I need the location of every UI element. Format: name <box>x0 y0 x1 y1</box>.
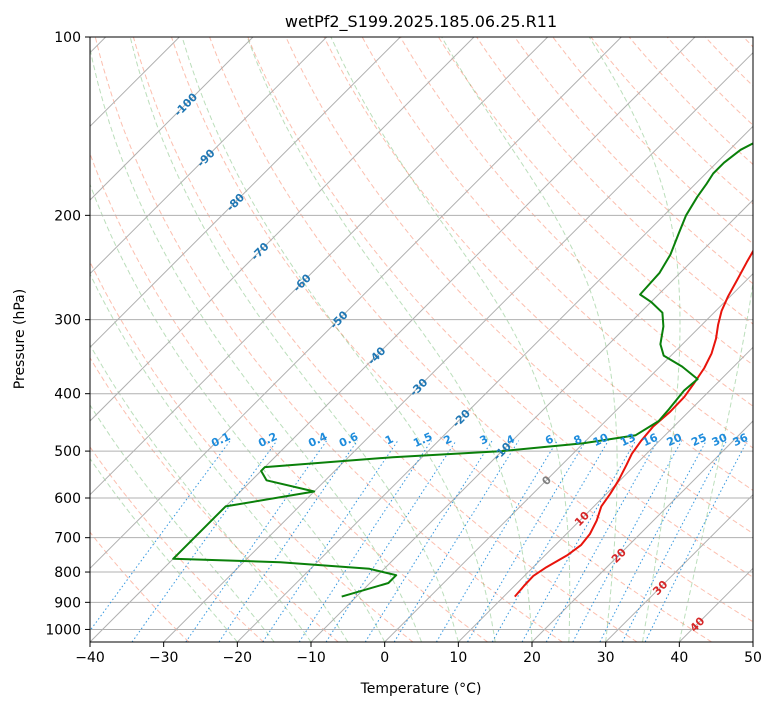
moist-adiabat-line <box>679 37 765 642</box>
isotherm-line <box>0 37 400 642</box>
mixing-ratio-line <box>186 441 327 642</box>
mixing-ratio-line <box>394 441 519 642</box>
chart-title: wetPf2_S199.2025.185.06.25.R11 <box>285 12 557 32</box>
dry-adiabat-line <box>744 37 775 642</box>
mixing-ratio-line <box>365 441 492 642</box>
y-tick-label: 600 <box>54 491 81 507</box>
mixing-ratio-label: 1.5 <box>411 430 434 450</box>
plot-frame <box>90 37 753 642</box>
mixing-ratio-line <box>645 441 747 642</box>
isotherm-line <box>311 37 775 642</box>
isotherm-label: -100 <box>172 90 201 119</box>
temperature-profile-line <box>515 37 775 597</box>
isotherm-label: -70 <box>248 240 271 263</box>
dry-adiabat-line <box>553 37 775 642</box>
dry-adiabat-line <box>0 37 338 642</box>
mixing-ratio-line <box>600 441 706 642</box>
x-tick-label: 40 <box>670 650 688 666</box>
moist-adiabat-line <box>331 37 570 642</box>
moist-adiabat-line <box>182 37 495 642</box>
x-tick-label: 0 <box>380 650 389 666</box>
y-tick-label: 100 <box>54 30 81 46</box>
x-tick-label: −40 <box>75 650 105 666</box>
x-tick-label: 10 <box>449 650 467 666</box>
dry-adiabat-line <box>438 37 775 642</box>
mixing-ratio-line <box>82 441 231 642</box>
moist-adiabat-line <box>0 37 311 642</box>
mixing-ratio-label: 2 <box>442 432 454 447</box>
mixing-ratio-label: 3 <box>478 432 490 447</box>
isotherm-label: -50 <box>327 308 350 331</box>
mixing-ratio-label: 0.1 <box>209 430 232 450</box>
mixing-ratio-line <box>573 441 682 642</box>
dry-adiabat-line <box>57 37 488 642</box>
x-tick-label: −30 <box>149 650 179 666</box>
isotherm-line <box>0 37 253 642</box>
mixing-ratio-label: 0.2 <box>256 430 279 450</box>
mixing-ratio-label: 13 <box>618 431 637 449</box>
y-tick-label: 500 <box>54 444 81 460</box>
mixing-ratio-label: 16 <box>640 431 660 449</box>
x-tick-label: −10 <box>296 650 326 666</box>
isotherm-line <box>237 37 775 642</box>
isotherm-line <box>679 37 775 642</box>
isotherm-label: -30 <box>407 376 430 399</box>
x-tick-label: 50 <box>744 650 762 666</box>
moist-adiabat-line <box>0 37 237 642</box>
dry-adiabat-line <box>133 37 637 642</box>
dry-adiabat-line <box>0 37 189 642</box>
mixing-ratio-line <box>522 441 636 642</box>
isotherm-line <box>0 37 327 642</box>
mixing-ratio-line <box>132 441 277 642</box>
y-tick-label: 1000 <box>45 622 81 638</box>
y-axis-label: Pressure (hPa) <box>12 289 28 389</box>
mixing-ratio-line <box>326 441 456 642</box>
x-tick-label: −20 <box>223 650 253 666</box>
dry-adiabat-line <box>19 37 413 642</box>
x-tick-label: 30 <box>597 650 615 666</box>
y-tick-label: 900 <box>54 595 81 611</box>
dry-adiabat-line <box>172 37 712 642</box>
moist-adiabat-line <box>247 37 532 642</box>
y-tick-label: 300 <box>54 313 81 329</box>
mixing-ratio-line <box>492 441 608 642</box>
dry-adiabat-line <box>477 37 775 642</box>
y-tick-label: 400 <box>54 387 81 403</box>
dry-adiabat-line <box>0 37 263 642</box>
y-tick-label: 200 <box>54 208 81 224</box>
mixing-ratio-label: 36 <box>731 431 751 449</box>
isotherm-line <box>753 37 775 642</box>
x-tick-label: 20 <box>523 650 541 666</box>
moist-adiabat-line <box>0 37 274 642</box>
moist-adiabat-line <box>21 37 348 642</box>
isotherm-line <box>0 37 474 642</box>
mixing-ratio-line <box>219 441 357 642</box>
mixing-ratio-label: 30 <box>710 431 730 449</box>
y-tick-label: 700 <box>54 531 81 547</box>
x-axis-label: Temperature (°C) <box>360 681 482 697</box>
mixing-ratio-label: 1 <box>383 432 395 447</box>
mixing-ratio-line <box>436 441 557 642</box>
mixing-ratio-line <box>546 441 657 642</box>
mixing-ratio-line <box>622 441 726 642</box>
y-tick-label: 800 <box>54 565 81 581</box>
mixing-ratio-line <box>263 441 398 642</box>
mixing-ratio-label: 0.6 <box>337 430 360 450</box>
isotherm-line <box>164 37 769 642</box>
moist-adiabat-line <box>442 37 618 642</box>
dry-adiabat-line <box>667 37 775 642</box>
isotherm-line <box>532 37 775 642</box>
mixing-ratio-label: 25 <box>689 431 708 449</box>
moist-adiabat-line <box>52 37 385 642</box>
mixing-ratio-label: 0.4 <box>306 430 329 450</box>
isotherm-line <box>16 37 621 642</box>
